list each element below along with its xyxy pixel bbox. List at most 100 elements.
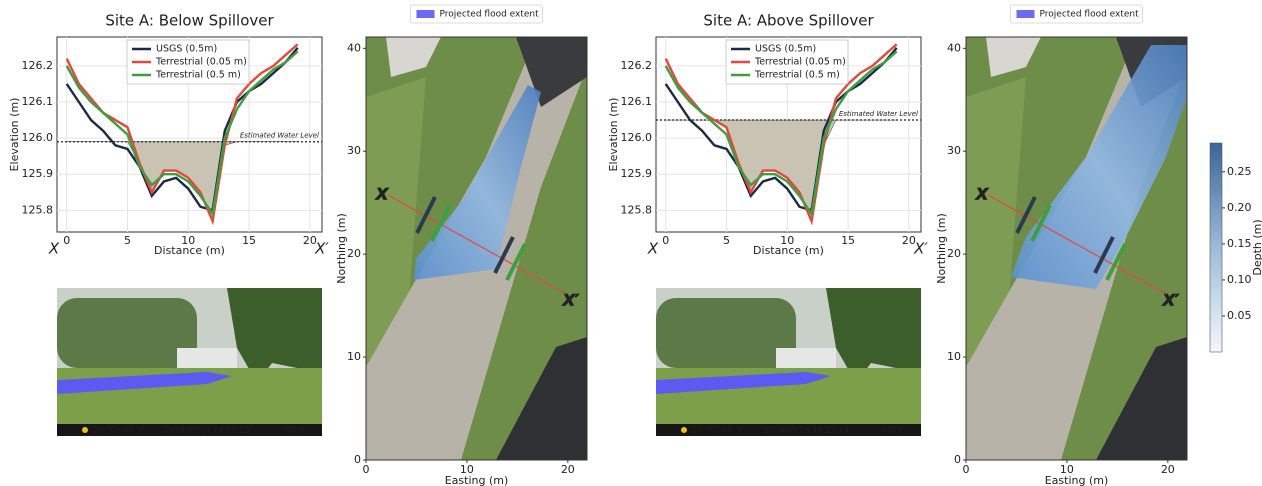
y-tick-label: 125.8 (22, 203, 54, 216)
x-axis-label: Easting (m) (1045, 474, 1109, 486)
lawn-light (366, 77, 426, 367)
y-tick-label: 20 (947, 247, 961, 260)
x-tick-label: 20 (902, 234, 916, 247)
legend-box (1010, 4, 1143, 24)
colorbar-tick-label: 0.10 (1227, 273, 1252, 286)
x-tick-label: 10 (1060, 463, 1074, 476)
y-tick-label: 125.8 (621, 203, 653, 216)
end-label: X′ (1162, 291, 1180, 310)
end-label: X′ (913, 240, 928, 258)
legend-label: Terrestrial (0.05 m) (754, 57, 846, 68)
legend-box (725, 39, 849, 85)
colorbar-tick-label: 0.05 (1227, 309, 1252, 322)
x-tick-label: 0 (963, 463, 970, 476)
cross-section (387, 194, 569, 296)
colorbar-label: Depth (m) (1251, 219, 1262, 275)
section-marker (493, 236, 515, 274)
y-tick-label: 40 (347, 41, 361, 54)
y-tick-label: 126.0 (621, 131, 653, 144)
x-tick-label: 10 (460, 463, 474, 476)
y-tick-label: 126.1 (22, 95, 54, 108)
y-tick-label: 0 (954, 453, 961, 466)
x-tick-label: 10 (780, 234, 794, 247)
section-marker (505, 243, 527, 281)
chart-title: Site A: Above Spillover (703, 12, 874, 30)
driveway (386, 37, 441, 77)
section-marker (1015, 196, 1037, 234)
big-tree (826, 288, 921, 383)
flood-depth (1011, 45, 1187, 289)
x-tick-label: 20 (303, 234, 317, 247)
aerial-image (966, 37, 1187, 460)
legend-swatch (1016, 10, 1035, 18)
house (177, 348, 237, 370)
legend-swatch (416, 10, 435, 18)
trees (57, 298, 197, 368)
x-tick-label: 10 (181, 234, 195, 247)
section-marker (430, 204, 452, 242)
y-tick-label: 10 (947, 350, 961, 363)
section-marker (415, 196, 437, 234)
end-label: X′ (314, 240, 329, 258)
flood-depth (414, 85, 541, 280)
colorbar-tick-label: 0.20 (1227, 201, 1252, 214)
frame-number: 0010 (882, 426, 902, 435)
y-tick-label: 126.2 (621, 59, 653, 72)
section-marker (1105, 243, 1127, 281)
water-label: Estimated Water Level (839, 110, 918, 118)
x-tick-label: 0 (662, 234, 669, 247)
y-tick-label: 125.9 (621, 167, 653, 180)
legend-label: USGS (0.5m) (156, 44, 217, 55)
profile-line (664, 47, 898, 212)
profile-line (65, 47, 299, 212)
aerial-image (366, 37, 587, 460)
x-tick-label: 15 (841, 234, 855, 247)
x-tick-label: 0 (63, 234, 70, 247)
timestamp: 2024/05/14 14:21:13 (764, 426, 849, 435)
x-tick-label: 20 (561, 463, 575, 476)
legend-label: Terrestrial (0.5 m) (155, 70, 241, 81)
moon-icon (681, 427, 687, 433)
y-tick-label: 126.0 (22, 131, 54, 144)
temperature: 20 °C / 68 °F (692, 426, 744, 435)
colorbar-tick-label: 0.25 (1227, 165, 1252, 178)
trees (656, 298, 796, 368)
footer-bar (656, 424, 921, 436)
start-label: X (975, 185, 989, 204)
roof-top (516, 37, 587, 107)
start-label: X (375, 185, 389, 204)
y-tick-label: 10 (347, 350, 361, 363)
y-tick-label: 126.1 (621, 95, 653, 108)
y-tick-label: 30 (947, 144, 961, 157)
cross-section (987, 194, 1169, 296)
legend-label: USGS (0.5m) (755, 44, 816, 55)
start-label: X (48, 240, 60, 258)
x-axis-label: Distance (m) (154, 244, 225, 257)
end-label: X′ (562, 291, 580, 310)
legend-label: Projected flood extent (1040, 10, 1140, 20)
y-tick-label: 30 (347, 144, 361, 157)
x-tick-label: 15 (242, 234, 256, 247)
x-tick-label: 20 (1161, 463, 1175, 476)
legend-label: Terrestrial (0.05 m) (155, 57, 247, 68)
colorbar (1209, 142, 1223, 353)
legend-box (410, 4, 543, 24)
profile-line (65, 50, 299, 218)
moon-icon (82, 427, 88, 433)
start-label: X (647, 240, 659, 258)
x-axis-label: Easting (m) (445, 474, 509, 486)
y-tick-label: 20 (347, 247, 361, 260)
x-tick-label: 5 (124, 234, 131, 247)
chart-title: Site A: Below Spillover (105, 12, 274, 30)
y-tick-label: 125.9 (22, 167, 54, 180)
map-frame (365, 36, 588, 461)
roof (496, 337, 587, 460)
camera-photo: 20 °C / 68 °F 2024/05/14 14:51:13 0010 (57, 288, 322, 436)
frame-number: 0010 (283, 426, 303, 435)
x-tick-label: 0 (363, 463, 370, 476)
roof (1096, 337, 1187, 460)
temperature: 20 °C / 68 °F (93, 426, 145, 435)
water-label: Estimated Water Level (240, 132, 319, 140)
driveway (986, 37, 1041, 77)
timestamp: 2024/05/14 14:51:13 (165, 426, 250, 435)
